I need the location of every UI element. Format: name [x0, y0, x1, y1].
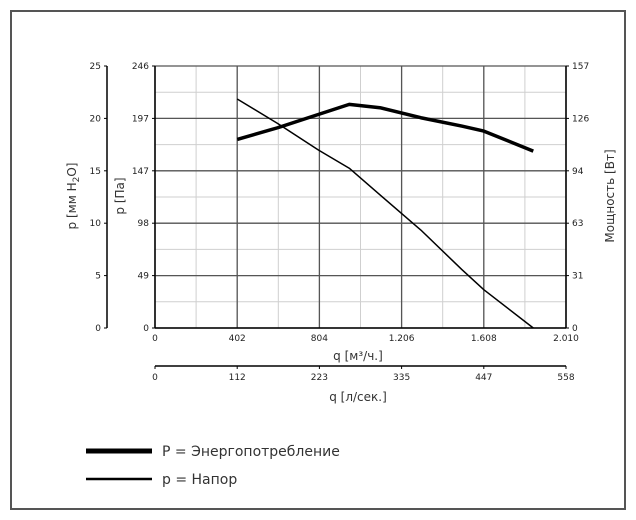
- y-power-tick-label: 0: [572, 324, 578, 334]
- y-pa-tick-label: 147: [132, 167, 149, 177]
- x-tick-label: 0: [152, 334, 158, 344]
- chart-series: [236, 98, 534, 329]
- legend-label-pressure: p = Напор: [162, 472, 237, 488]
- x-tick-label: 804: [311, 334, 328, 344]
- x-secondary-tick-label: 0: [152, 373, 158, 383]
- y-power-tick-label: 157: [572, 62, 589, 72]
- y-pa-tick-label: 49: [138, 272, 150, 282]
- x-tick-label: 2.010: [553, 334, 579, 344]
- x-axis-label-secondary: q [л/сек.]: [329, 390, 387, 404]
- y-pa-tick-label: 98: [138, 219, 150, 229]
- y-pa-tick-label: 0: [143, 324, 149, 334]
- x-tick-label: 1.206: [389, 334, 415, 344]
- x-axis-label-primary: q [м³/ч.]: [333, 349, 383, 363]
- x-secondary-tick-label: 447: [475, 373, 492, 383]
- legend: P = Энергопотребление p = Напор: [86, 444, 340, 488]
- chart-axes: [104, 65, 569, 369]
- legend-label-power: P = Энергопотребление: [162, 444, 340, 460]
- x-secondary-tick-label: 335: [393, 373, 410, 383]
- y-axis-label-pa: p [Па]: [113, 177, 127, 214]
- x-secondary-tick-label: 223: [311, 373, 328, 383]
- y-mm-tick-label: 15: [90, 167, 101, 177]
- series-line-power: [236, 102, 534, 153]
- y-mm-tick-label: 25: [90, 62, 101, 72]
- y-power-tick-label: 63: [572, 219, 583, 229]
- chart-frame: [10, 10, 626, 510]
- y-mm-tick-label: 10: [90, 219, 102, 229]
- y-axis-label-mm: p [мм H2O]: [65, 163, 82, 230]
- y-mm-tick-label: 5: [95, 272, 101, 282]
- y-power-tick-label: 94: [572, 167, 584, 177]
- y-power-tick-label: 126: [572, 114, 589, 124]
- y-mm-tick-label: 20: [90, 114, 102, 124]
- y-pa-tick-label: 197: [132, 114, 149, 124]
- x-secondary-tick-label: 112: [229, 373, 246, 383]
- y-mm-tick-label: 0: [95, 324, 101, 334]
- y-pa-tick-label: 246: [132, 62, 149, 72]
- x-secondary-tick-label: 558: [557, 373, 574, 383]
- x-tick-label: 402: [229, 334, 246, 344]
- y-power-tick-label: 31: [572, 272, 583, 282]
- x-tick-label: 1.608: [471, 334, 497, 344]
- series-line-pressure: [236, 98, 534, 329]
- y-axis-label-power: Мощность [Вт]: [603, 149, 617, 242]
